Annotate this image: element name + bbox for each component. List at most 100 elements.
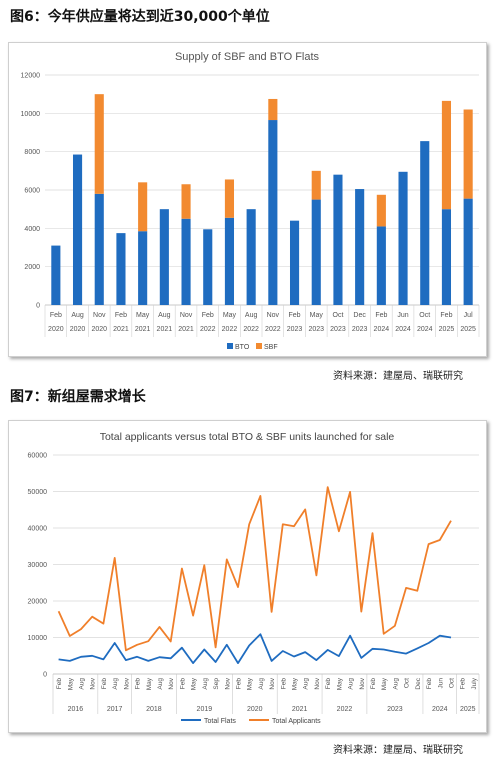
bar-sbf (268, 98, 278, 121)
year-label: 2021 (292, 706, 308, 713)
line-total-applicants (57, 486, 452, 652)
x-tick-label: May (292, 677, 299, 690)
bar-bto (441, 209, 452, 305)
legend-label-total-flats: Total Flats (204, 718, 236, 725)
bar-bto (311, 199, 321, 305)
x-tick-year: 2025 (439, 326, 455, 333)
x-tick-label: Feb (370, 678, 377, 690)
x-tick-month: May (136, 312, 150, 319)
bar-sbf (181, 184, 191, 219)
y-tick-label: 10000 (21, 111, 41, 118)
x-tick-label: Nov (359, 677, 366, 689)
x-tick-label: Aug (112, 678, 119, 690)
y-gridlines (53, 454, 479, 675)
year-group-labels: 2016 2017 2018 2019 2020 2021 2022 2023 2024 2025 (52, 674, 480, 714)
y-tick-label: 0 (43, 672, 47, 679)
bar-bto (268, 120, 278, 306)
x-tick-label: Aug (348, 678, 355, 690)
x-tick-year: 2021 (178, 326, 194, 333)
legend-swatch-sbf (256, 343, 262, 349)
x-tick-label: May (67, 677, 74, 690)
x-tick-label: May (247, 677, 254, 690)
x-tick-month: Oct (333, 312, 344, 319)
x-tick-month: Dec (353, 312, 366, 319)
bars (51, 94, 473, 306)
line-total-flats (58, 633, 452, 665)
x-tick-year: 2024 (374, 326, 390, 333)
chart-title: Total applicants versus total BTO & SBF … (100, 431, 395, 443)
legend-label-total-applicants: Total Applicants (272, 718, 321, 725)
y-tick-label: 2000 (24, 264, 40, 271)
x-tick-year: 2021 (157, 326, 173, 333)
series-lines (57, 486, 452, 665)
x-tick-label: Aug (202, 678, 209, 690)
bar-bto (181, 218, 191, 305)
x-tick-label: Feb (325, 678, 332, 690)
x-tick-label: Feb (179, 678, 186, 690)
bar-bto (420, 141, 430, 305)
x-tick-label: Oct (448, 678, 455, 688)
x-tick-month: May (223, 312, 237, 319)
x-tick-month: Aug (158, 312, 171, 319)
x-tick-label: Feb (135, 678, 142, 690)
x-tick-label: Aug (258, 678, 265, 690)
x-tick-year: 2023 (352, 326, 368, 333)
y-gridlines (45, 74, 479, 306)
x-tick-month: Oct (419, 312, 430, 319)
x-tick-month: Feb (289, 312, 301, 319)
x-tick-label: Nov (123, 677, 130, 689)
year-label: 2024 (432, 706, 448, 713)
x-tick-year: 2024 (395, 326, 411, 333)
bar-bto (398, 171, 408, 305)
y-tick-label: 12000 (21, 73, 41, 80)
x-tick-month: Nov (267, 312, 280, 319)
supply-bar-chart: Supply of SBF and BTO Flats 0 2000 4000 600… (21, 51, 480, 351)
bar-bto (355, 189, 365, 305)
supply-chart-frame: Supply of SBF and BTO Flats 0 2000 4000 600… (8, 42, 487, 357)
x-tick-month: Jun (397, 312, 408, 319)
year-label: 2023 (387, 706, 403, 713)
bar-bto (203, 229, 213, 305)
x-tick-label: Feb (101, 678, 108, 690)
year-label: 2019 (197, 706, 213, 713)
year-label: 2018 (146, 706, 162, 713)
x-tick-label: July (471, 677, 478, 689)
bar-bto (289, 220, 300, 305)
x-tick-label: May (336, 677, 343, 690)
chart-title: Supply of SBF and BTO Flats (175, 51, 320, 63)
x-tick-label: Feb (280, 678, 287, 690)
x-axis-ticks: Feb 2020 Aug 2020 Nov 2020 Feb 2021 May 2021 Aug 20… (44, 305, 480, 337)
x-tick-month: Nov (93, 312, 106, 319)
x-tick-label: Nov (224, 677, 231, 689)
x-tick-label: Aug (79, 678, 86, 690)
x-tick-label: May (191, 677, 198, 690)
legend-label-bto: BTO (235, 344, 250, 351)
year-label: 2025 (460, 706, 476, 713)
bar-bto (463, 198, 473, 305)
y-tick-label: 30000 (28, 562, 48, 569)
y-tick-label: 8000 (24, 149, 40, 156)
applicants-line-chart: Total applicants versus total BTO & SBF … (28, 431, 480, 725)
x-tick-month: Aug (245, 312, 258, 319)
x-tick-label: Nov (314, 677, 321, 689)
bar-bto (138, 231, 148, 305)
bar-bto (116, 233, 126, 305)
x-tick-label: Feb (56, 678, 63, 690)
x-tick-label: Jun (437, 678, 444, 689)
applicants-chart-frame: Total applicants versus total BTO & SBF … (8, 420, 487, 733)
x-axis-ticks: Feb May Aug Nov Feb Aug Nov Feb May Aug Nov Feb May A… (56, 677, 478, 690)
y-tick-label: 10000 (28, 635, 48, 642)
year-label: 2022 (337, 706, 353, 713)
y-tick-label: 60000 (28, 453, 48, 460)
x-tick-year: 2020 (48, 326, 64, 333)
x-tick-year: 2021 (135, 326, 151, 333)
bar-bto (224, 217, 235, 305)
x-tick-year: 2023 (308, 326, 324, 333)
figure-6-heading: 图6：今年供应量将达到近30,000个单位 (10, 9, 270, 25)
x-tick-label: Nov (90, 677, 97, 689)
x-tick-label: May (146, 677, 153, 690)
x-tick-month: Nov (180, 312, 193, 319)
bar-sbf (376, 194, 386, 227)
x-tick-month: Aug (71, 312, 84, 319)
bar-sbf (463, 109, 473, 199)
